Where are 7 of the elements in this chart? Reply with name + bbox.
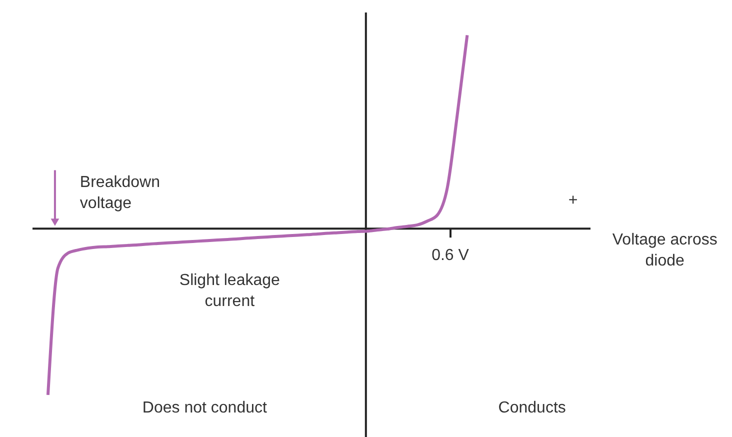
text: Does not conduct <box>142 399 268 416</box>
annotation: Slight leakage current <box>179 272 280 310</box>
text: + <box>568 192 578 210</box>
annotation: 0.6 V <box>432 247 470 264</box>
annotation: Breakdown voltage <box>80 174 160 212</box>
text: Conducts <box>498 399 566 416</box>
text: Voltage across diode <box>612 232 718 270</box>
